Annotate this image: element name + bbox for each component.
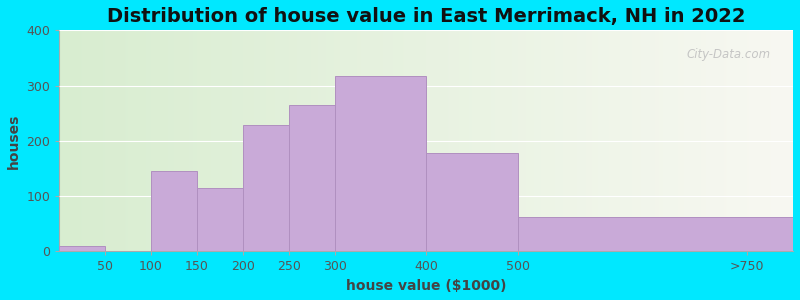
Title: Distribution of house value in East Merrimack, NH in 2022: Distribution of house value in East Merr… xyxy=(107,7,746,26)
Bar xyxy=(334,76,426,251)
X-axis label: house value ($1000): house value ($1000) xyxy=(346,279,506,293)
Bar xyxy=(151,171,197,251)
Bar xyxy=(197,188,243,251)
Text: City-Data.com: City-Data.com xyxy=(687,48,771,61)
Bar xyxy=(243,125,289,251)
Bar xyxy=(518,217,793,251)
Bar xyxy=(426,153,518,251)
Y-axis label: houses: houses xyxy=(7,113,21,169)
Bar xyxy=(59,246,106,251)
Bar xyxy=(289,105,334,251)
